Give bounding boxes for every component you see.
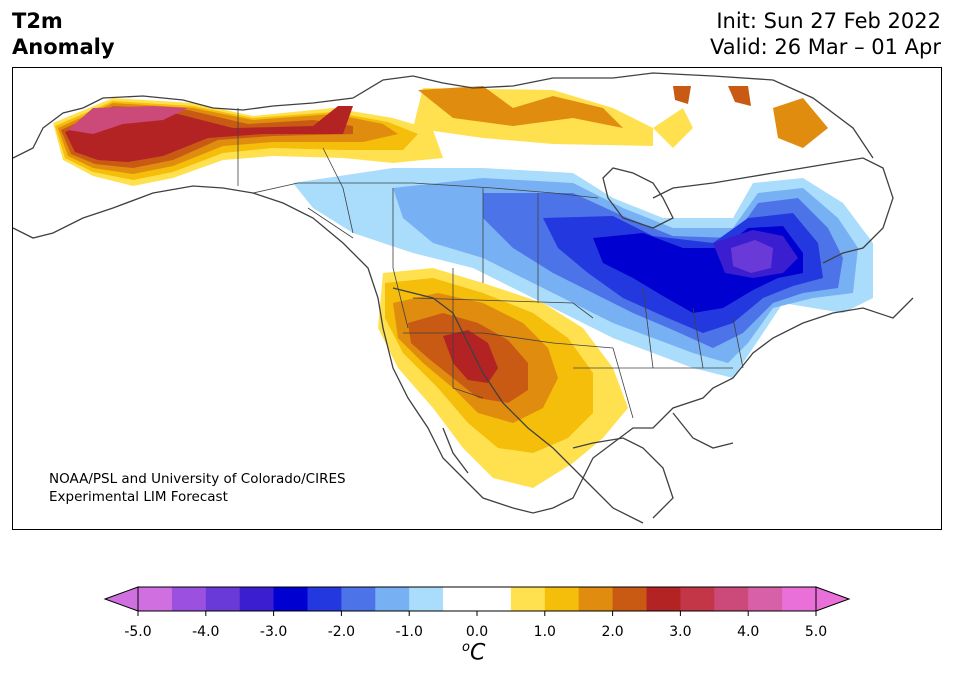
title-right: Init: Sun 27 Feb 2022 Valid: 26 Mar – 01… (710, 8, 941, 60)
colorbar-ticks: -5.0 -4.0 -3.0 -2.0 -1.0 0.0 1.0 2.0 3.0 4.0 5.0 (124, 611, 827, 640)
colorbar-cell (477, 587, 512, 611)
anomaly-map (13, 72, 914, 524)
unit-degree: o (462, 640, 470, 655)
anomaly-sw-red (443, 330, 498, 383)
init-date: Init: Sun 27 Feb 2022 (716, 9, 941, 33)
colorbar-tick-label: -5.0 (124, 624, 151, 640)
map-panel: NOAA/PSL and University of Colorado/CIRE… (12, 67, 942, 530)
political-borders (237, 108, 744, 419)
title-line-2: Anomaly (12, 35, 115, 59)
colorbar-cell (307, 587, 342, 611)
anomaly-arctic-east-orange (773, 98, 828, 148)
colorbar-cell (341, 587, 376, 611)
colorbar-tick-label: 2.0 (601, 624, 623, 640)
colorbar-outline (137, 586, 817, 612)
colorbar-tick-label: 5.0 (805, 624, 827, 640)
colorbar-tick-label: -2.0 (328, 624, 355, 640)
colorbar-cell (239, 587, 275, 611)
valid-range: Valid: 26 Mar – 01 Apr (710, 35, 941, 59)
colorbar-unit: oC (462, 640, 485, 665)
credit-line-2: Experimental LIM Forecast (49, 489, 228, 505)
anomaly-arctic-orange (418, 86, 623, 128)
credit-line-1: NOAA/PSL and University of Colorado/CIRE… (49, 471, 346, 487)
colorbar-cell (138, 587, 173, 611)
colorbar-tick-label: 1.0 (534, 624, 556, 640)
colorbar-cell (680, 587, 715, 611)
coastlines (13, 72, 914, 524)
colorbar-cell (273, 587, 308, 611)
map-credit: NOAA/PSL and University of Colorado/CIRE… (49, 470, 346, 506)
colorbar-cell (375, 587, 410, 611)
colorbar-cell (443, 587, 478, 611)
title-line-1: T2m (12, 9, 63, 33)
colorbar-tick-label: 3.0 (669, 624, 691, 640)
colorbar-tick-label: -4.0 (192, 624, 219, 640)
anomaly-arctic-east-burnt (728, 86, 751, 106)
colorbar-cell (612, 587, 647, 611)
colorbar-tick-label: 0.0 (466, 624, 488, 640)
title-left: T2m Anomaly (12, 8, 115, 60)
colorbar-cell (748, 587, 783, 611)
colorbar-cell (782, 587, 817, 611)
colorbar-cell (578, 587, 614, 611)
anomaly-alaska-pink (68, 106, 188, 134)
colorbar-over-arrow (815, 586, 851, 612)
colorbar-tick-label: -1.0 (396, 624, 423, 640)
colorbar-cell (544, 587, 580, 611)
colorbar-cell (646, 587, 681, 611)
colorbar-cell (205, 587, 241, 611)
colorbar-cell (171, 587, 207, 611)
anomaly-arctic-east-yellow (653, 108, 693, 148)
colorbar-cell (714, 587, 749, 611)
colorbar-tick-label: 4.0 (737, 624, 759, 640)
anomaly-cold-violet (731, 240, 773, 273)
colorbar-under-arrow (103, 586, 139, 612)
colorbar-cell (510, 587, 546, 611)
colorbar-tick-label: -3.0 (260, 624, 287, 640)
anomaly-arctic-burnt (673, 86, 691, 104)
colorbar-cells (138, 587, 817, 611)
colorbar-cell (409, 587, 444, 611)
unit-letter: C (469, 640, 486, 666)
